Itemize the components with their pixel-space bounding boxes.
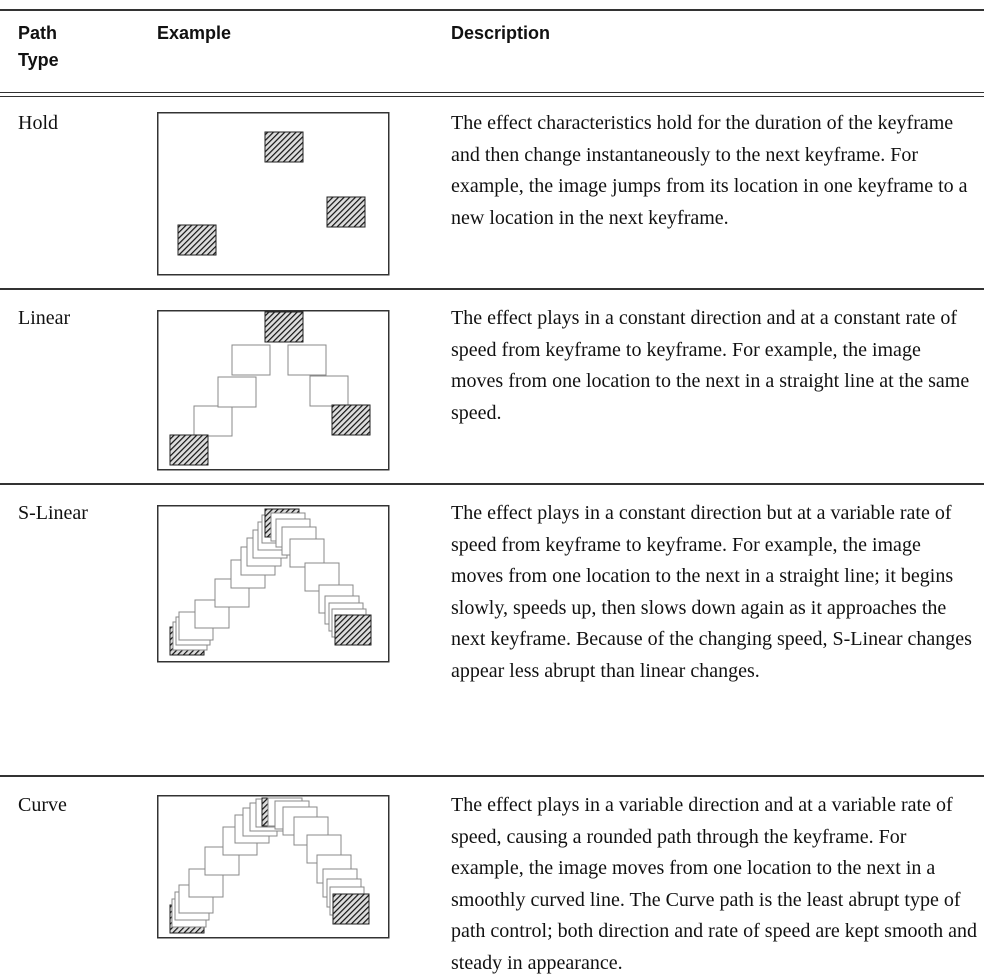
example-diagram	[157, 112, 390, 276]
description: The effect plays in a constant direction…	[451, 307, 970, 424]
row-rule	[0, 288, 984, 290]
path-type: Linear	[18, 307, 71, 329]
top-rule	[0, 9, 984, 11]
example-diagram	[157, 505, 390, 663]
header-cell: Description	[451, 23, 551, 43]
description: The effect plays in a variable direction…	[451, 794, 977, 974]
header-cell: Example	[157, 23, 232, 43]
header-cell: Path Type	[18, 23, 59, 70]
path-type: Curve	[18, 794, 67, 816]
example-diagram	[157, 310, 390, 471]
example-diagram	[157, 795, 390, 939]
description: The effect characteristics hold for the …	[451, 112, 968, 229]
path-type: Hold	[18, 112, 58, 134]
row-rule	[0, 483, 984, 485]
row-rule	[0, 775, 984, 777]
description: The effect plays in a constant direction…	[451, 502, 972, 682]
header-rule	[0, 92, 984, 93]
path-type: S-Linear	[18, 502, 88, 524]
header-rule	[0, 96, 984, 97]
